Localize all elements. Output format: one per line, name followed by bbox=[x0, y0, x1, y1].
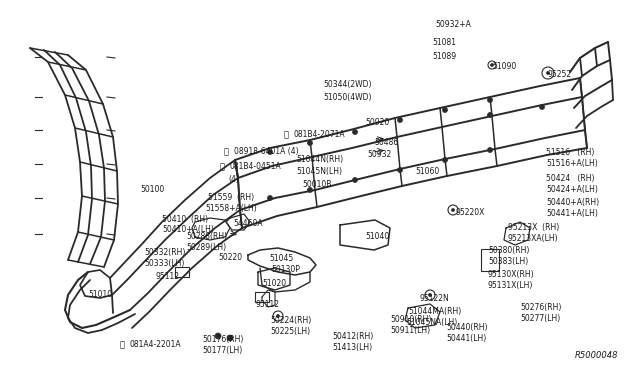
Text: 51558+A(LH): 51558+A(LH) bbox=[205, 204, 257, 213]
Text: 95131X(LH): 95131X(LH) bbox=[488, 281, 533, 290]
Text: 50380(RH): 50380(RH) bbox=[488, 246, 529, 255]
Text: 50276(RH): 50276(RH) bbox=[520, 303, 561, 312]
Circle shape bbox=[442, 157, 447, 163]
Text: 51010: 51010 bbox=[88, 290, 112, 299]
Text: 95112: 95112 bbox=[155, 272, 179, 281]
Text: 50911(LH): 50911(LH) bbox=[390, 326, 430, 335]
Text: 50440+A(RH): 50440+A(RH) bbox=[546, 198, 599, 207]
Circle shape bbox=[442, 108, 447, 112]
Text: Ⓑ: Ⓑ bbox=[284, 130, 289, 139]
Text: 51090: 51090 bbox=[492, 62, 516, 71]
Text: 50277(LH): 50277(LH) bbox=[520, 314, 560, 323]
Text: 50410+A(LH): 50410+A(LH) bbox=[162, 225, 214, 234]
Text: 95112: 95112 bbox=[255, 300, 279, 309]
Text: 50440(RH): 50440(RH) bbox=[446, 323, 488, 332]
Circle shape bbox=[488, 112, 493, 118]
Text: 50176(RH): 50176(RH) bbox=[202, 335, 243, 344]
Bar bbox=[481, 249, 499, 271]
Text: 50288(RH): 50288(RH) bbox=[186, 232, 227, 241]
Text: 51045: 51045 bbox=[269, 254, 293, 263]
Circle shape bbox=[397, 118, 403, 122]
Circle shape bbox=[227, 335, 233, 341]
Circle shape bbox=[451, 208, 454, 212]
Text: 50225(LH): 50225(LH) bbox=[270, 327, 310, 336]
Circle shape bbox=[276, 314, 280, 317]
Text: 95220X: 95220X bbox=[456, 208, 485, 217]
Text: 51044N(RH): 51044N(RH) bbox=[296, 155, 343, 164]
Text: 95252: 95252 bbox=[548, 70, 572, 79]
Text: 081A4-2201A: 081A4-2201A bbox=[130, 340, 182, 349]
Text: 50412(RH): 50412(RH) bbox=[332, 332, 373, 341]
Circle shape bbox=[268, 196, 273, 201]
Circle shape bbox=[490, 64, 493, 67]
Circle shape bbox=[540, 105, 545, 109]
Text: 50932: 50932 bbox=[367, 150, 391, 159]
Text: 51516   (RH): 51516 (RH) bbox=[546, 148, 595, 157]
Circle shape bbox=[353, 177, 358, 183]
Text: 50424+A(LH): 50424+A(LH) bbox=[546, 185, 598, 194]
Text: Ⓑ: Ⓑ bbox=[120, 340, 125, 349]
Text: 50010B: 50010B bbox=[302, 180, 332, 189]
Text: Ⓝ: Ⓝ bbox=[224, 147, 229, 156]
Text: 50130P: 50130P bbox=[271, 265, 300, 274]
Text: (4): (4) bbox=[228, 175, 239, 184]
Text: 95213XA(LH): 95213XA(LH) bbox=[508, 234, 559, 243]
Text: 50932+A: 50932+A bbox=[435, 20, 471, 29]
Text: 51050(4WD): 51050(4WD) bbox=[323, 93, 371, 102]
Circle shape bbox=[307, 141, 312, 145]
Text: 51559  (RH): 51559 (RH) bbox=[208, 193, 254, 202]
Circle shape bbox=[397, 167, 403, 173]
Text: 95122N: 95122N bbox=[420, 294, 450, 303]
Text: Ⓑ: Ⓑ bbox=[220, 162, 225, 171]
Text: 081B4-0451A: 081B4-0451A bbox=[230, 162, 282, 171]
Circle shape bbox=[429, 294, 431, 296]
Text: 50177(LH): 50177(LH) bbox=[202, 346, 243, 355]
Circle shape bbox=[353, 129, 358, 135]
Text: 50383(LH): 50383(LH) bbox=[488, 257, 528, 266]
Text: 50333(LH): 50333(LH) bbox=[144, 259, 184, 268]
Text: 50289(LH): 50289(LH) bbox=[186, 243, 226, 252]
Text: 50410  (RH): 50410 (RH) bbox=[162, 215, 208, 224]
Circle shape bbox=[488, 97, 493, 103]
Text: 51060: 51060 bbox=[415, 167, 439, 176]
Text: 95130X(RH): 95130X(RH) bbox=[488, 270, 534, 279]
Bar bbox=[175, 267, 189, 277]
Text: 50486: 50486 bbox=[374, 138, 398, 147]
Circle shape bbox=[488, 148, 493, 153]
Text: 51413(LH): 51413(LH) bbox=[332, 343, 372, 352]
Text: 50220: 50220 bbox=[218, 253, 242, 262]
Text: 50424   (RH): 50424 (RH) bbox=[546, 174, 595, 183]
Text: 51045N(LH): 51045N(LH) bbox=[296, 167, 342, 176]
Text: 50910(RH): 50910(RH) bbox=[390, 315, 431, 324]
Bar bbox=[255, 292, 269, 302]
Text: 51044MA(RH): 51044MA(RH) bbox=[408, 307, 461, 316]
Circle shape bbox=[307, 187, 312, 192]
Text: 51089: 51089 bbox=[432, 52, 456, 61]
Text: 51516+A(LH): 51516+A(LH) bbox=[546, 159, 598, 168]
Circle shape bbox=[215, 333, 221, 339]
Text: 08918-6401A (4): 08918-6401A (4) bbox=[234, 147, 299, 156]
Text: 54460A: 54460A bbox=[233, 219, 262, 228]
Text: 50332(RH): 50332(RH) bbox=[144, 248, 186, 257]
Text: 50920: 50920 bbox=[365, 118, 389, 127]
Circle shape bbox=[268, 150, 273, 154]
Text: 50441+A(LH): 50441+A(LH) bbox=[546, 209, 598, 218]
Text: 50224(RH): 50224(RH) bbox=[270, 316, 311, 325]
Text: 51081: 51081 bbox=[432, 38, 456, 47]
Circle shape bbox=[547, 71, 550, 74]
Text: 50441(LH): 50441(LH) bbox=[446, 334, 486, 343]
Text: 081B4-2071A: 081B4-2071A bbox=[294, 130, 346, 139]
Text: 51040: 51040 bbox=[365, 232, 389, 241]
Text: 95213X  (RH): 95213X (RH) bbox=[508, 223, 559, 232]
Text: R5000048: R5000048 bbox=[575, 351, 618, 360]
Text: 50344(2WD): 50344(2WD) bbox=[323, 80, 371, 89]
Text: 51045NA(LH): 51045NA(LH) bbox=[406, 318, 457, 327]
Text: 50100: 50100 bbox=[140, 185, 164, 194]
Text: 51020: 51020 bbox=[262, 279, 286, 288]
